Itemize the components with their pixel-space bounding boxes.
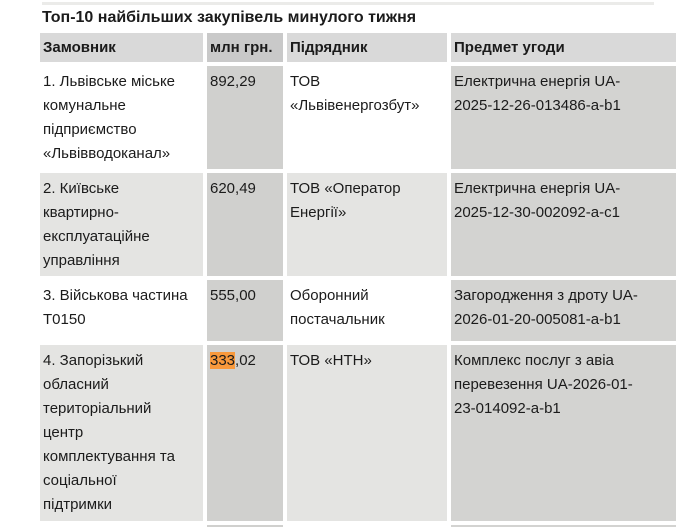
cell-contractor: ТОВ «НТН» <box>287 345 447 521</box>
cell-subject: Комплекс послуг з авіа перевезення UA-20… <box>451 345 676 521</box>
cell-amount: 555,00 <box>207 280 283 341</box>
cell-customer: 3. Військова частина Т0150 <box>40 280 203 341</box>
table-row-partial <box>40 525 676 527</box>
cropped-content-above <box>42 2 654 5</box>
cell-amount: 620,49 <box>207 173 283 276</box>
cell-amount: 892,29 <box>207 66 283 169</box>
cell-customer: 1. Львівське міське комунальне підприємс… <box>40 66 203 169</box>
cell-contractor: ТОВ «Оператор Енергії» <box>287 173 447 276</box>
cell-customer <box>40 525 203 527</box>
cell-contractor: ТОВ «Львівенергозбут» <box>287 66 447 169</box>
table-row: 2. Київське квартирно- експлуатаційне уп… <box>40 173 676 276</box>
cell-subject <box>451 525 676 527</box>
cell-amount <box>207 525 283 527</box>
column-header-contractor: Підрядник <box>287 33 447 62</box>
cell-customer: 2. Київське квартирно- експлуатаційне уп… <box>40 173 203 276</box>
cell-subject: Електрична енергія UA- 2025-12-30-002092… <box>451 173 676 276</box>
search-highlight: 333 <box>210 352 236 369</box>
amount-rest: ,02 <box>235 352 256 369</box>
cell-subject: Електрична енергія UA- 2025-12-26-013486… <box>451 66 676 169</box>
table-row: 3. Військова частина Т0150 555,00 Оборон… <box>40 280 676 341</box>
cell-contractor: Оборонний постачальник <box>287 280 447 341</box>
page-title: Топ-10 найбільших закупівель минулого ти… <box>42 9 417 26</box>
column-header-customer: Замовник <box>40 33 203 62</box>
cell-contractor <box>287 525 447 527</box>
cell-customer: 4. Запорізький обласний територіальний ц… <box>40 345 203 521</box>
table-row: 1. Львівське міське комунальне підприємс… <box>40 66 676 169</box>
table-header-row: Замовник млн грн. Підрядник Предмет угод… <box>40 33 676 62</box>
cell-subject: Загородження з дроту UA- 2026-01-20-0050… <box>451 280 676 341</box>
table-row: 4. Запорізький обласний територіальний ц… <box>40 345 676 521</box>
procurement-table: Замовник млн грн. Підрядник Предмет угод… <box>36 29 680 527</box>
cell-amount: 333,02 <box>207 345 283 521</box>
column-header-amount: млн грн. <box>207 33 283 62</box>
column-header-subject: Предмет угоди <box>451 33 676 62</box>
